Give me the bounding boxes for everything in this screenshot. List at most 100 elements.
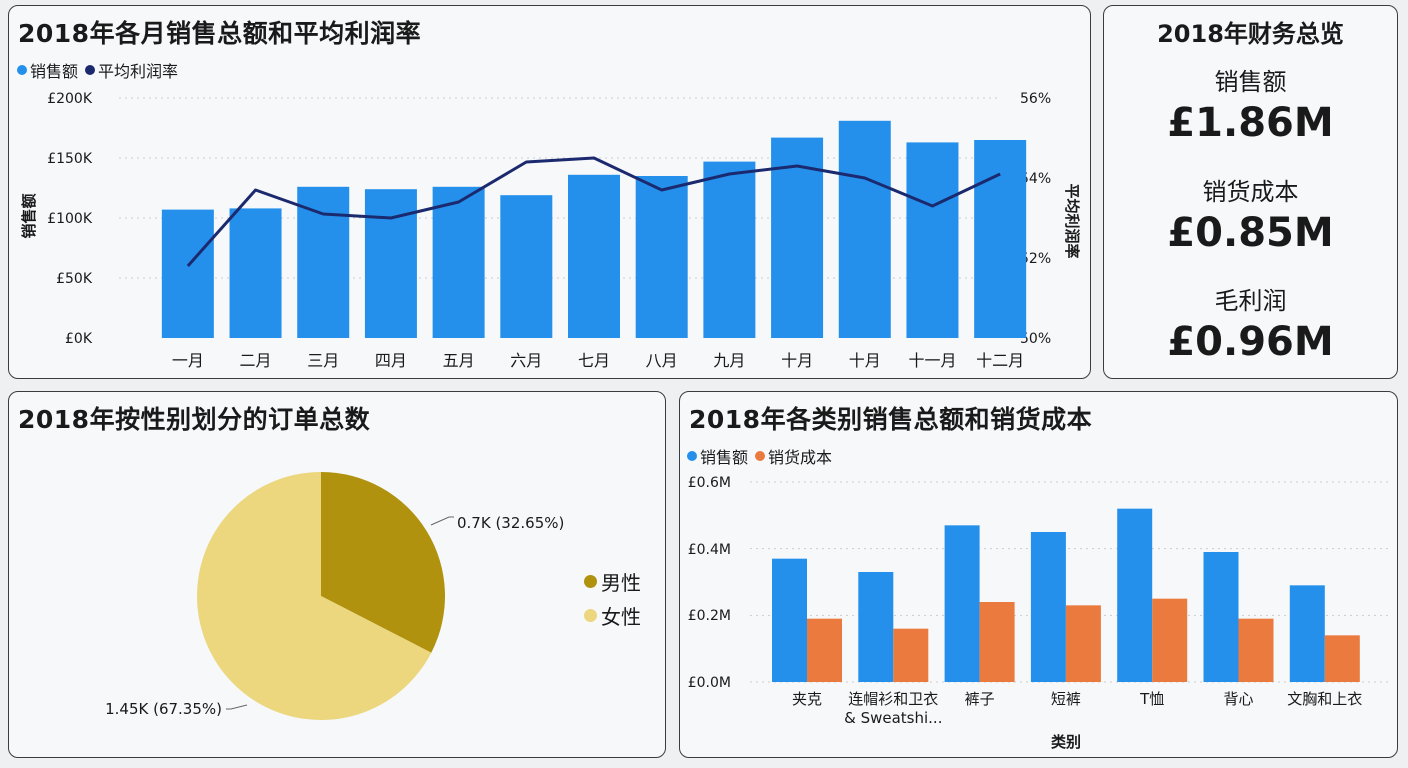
bar-sales (703, 161, 756, 338)
panel-title: 2018年各月销售总额和平均利润率 (18, 19, 422, 48)
x-axis-label: 类别 (1051, 733, 1081, 751)
bar-sales (432, 186, 485, 338)
bar-sales (838, 120, 891, 338)
kpi-label-sales: 销售额 (1214, 68, 1287, 96)
legend-dot-icon (17, 65, 27, 75)
legend-item-margin[interactable]: 平均利润率 (85, 58, 178, 82)
bar-cogs (893, 628, 929, 682)
x-tick-label: 九月 (713, 351, 745, 370)
x-tick-label: 四月 (375, 351, 407, 370)
bar-sales (161, 209, 214, 338)
bar-sales (1203, 552, 1239, 682)
panel-title: 2018年按性别划分的订单总数 (18, 405, 371, 434)
x-tick-label: 八月 (646, 351, 678, 370)
pie-leader-line (430, 516, 454, 526)
x-tick-label: 七月 (578, 351, 610, 370)
category-chart-svg: £0.6M £0.4M £0.2M £0.0M 夹克 连帽衫和卫衣& Sweats… (688, 475, 1390, 751)
bar-cogs (1152, 598, 1188, 682)
legend-dot-icon (584, 574, 597, 588)
category-sales-panel: 2018年各类别销售总额和销货成本 销售额 销货成本 £0.6M £0.4M £… (679, 391, 1398, 758)
y-tick-label: £0.4M (688, 542, 731, 558)
pie-data-label: 1.45K (67.35%) (105, 700, 222, 718)
kpi-label-cogs: 销货成本 (1202, 178, 1299, 206)
legend-dot-icon (687, 451, 697, 461)
bar-sales (1030, 532, 1066, 682)
legend-item-male[interactable]: 男性 (584, 564, 641, 598)
bar-sales (1117, 508, 1153, 682)
x-tick-label: 裤子 (965, 690, 995, 708)
bar-cogs (1065, 605, 1101, 682)
bar-sales (772, 558, 807, 682)
monthly-chart-svg: £200K £150K £100K £50K £0K 56% 54% 52% 5… (20, 91, 1081, 370)
bar-sales (635, 176, 688, 338)
bar-sales (974, 140, 1027, 338)
gender-orders-panel: 2018年按性别划分的订单总数 0.7K (32.65%) 1.45K (67.… (8, 391, 666, 758)
pie-data-label: 0.7K (32.65%) (457, 514, 564, 532)
x-tick-label: 六月 (510, 351, 542, 370)
x-tick-label: 一月 (172, 351, 204, 370)
x-tick-label: 文胸和上衣 (1287, 690, 1362, 708)
financial-summary-panel: 2018年财务总览 销售额 £1.86M 销货成本 £0.85M 毛利润 £0.… (1103, 5, 1398, 379)
x-tick-label: T恤 (1139, 690, 1164, 708)
left-tick-label: £50K (56, 271, 93, 287)
kpi-label-gross-profit: 毛利润 (1214, 287, 1287, 315)
y-axis-label-left: 销售额 (20, 193, 38, 238)
x-tick-label: 二月 (240, 351, 272, 370)
left-tick-label: £100K (47, 211, 93, 227)
bar-sales (297, 186, 350, 338)
left-tick-label: £0K (65, 331, 93, 347)
bar-cogs (1238, 618, 1274, 682)
right-tick-label: 52% (1020, 251, 1051, 267)
chart-legend: 销售额 平均利润率 (17, 58, 185, 82)
panel-title: 2018年各类别销售总额和销货成本 (689, 405, 1093, 434)
panel-title: 2018年财务总览 (1157, 20, 1344, 48)
pie-leader-line (226, 704, 248, 710)
x-tick-label: 夹克 (792, 690, 822, 708)
x-tick-label: 连帽衫和卫衣 (848, 690, 938, 708)
kpi-value-gross-profit: £0.96M (1167, 319, 1334, 365)
bar-sales (1289, 585, 1325, 682)
bar-sales (229, 208, 282, 338)
bar-sales (771, 137, 824, 338)
x-tick-label: 三月 (307, 351, 339, 370)
bar-cogs (807, 618, 842, 682)
x-tick-label: 十月 (781, 351, 813, 370)
kpi-value-cogs: £0.85M (1167, 210, 1334, 256)
y-tick-label: £0.0M (688, 675, 731, 691)
right-tick-label: 54% (1020, 171, 1051, 187)
legend-item-female[interactable]: 女性 (584, 598, 641, 632)
bar-sales (500, 195, 553, 338)
legend-dot-icon (755, 451, 766, 461)
left-tick-label: £150K (47, 151, 93, 167)
x-tick-label: 五月 (443, 351, 475, 370)
x-tick-label: 十一月 (908, 351, 956, 370)
pie-slice-female (196, 472, 432, 720)
y-axis-label-right: 平均利润率 (1063, 183, 1081, 258)
monthly-sales-panel: 2018年各月销售总额和平均利润率 销售额 平均利润率 £200K £150K … (8, 5, 1091, 379)
bar-cogs (1324, 635, 1360, 682)
left-tick-label: £200K (47, 91, 93, 107)
bar-cogs (979, 602, 1015, 682)
right-tick-label: 50% (1020, 331, 1051, 347)
x-tick-label: 十二月 (976, 351, 1024, 370)
y-tick-label: £0.2M (688, 608, 731, 624)
x-tick-label: & Sweatshi... (844, 709, 942, 727)
pie-slice-male (321, 472, 445, 653)
x-tick-label: 十月 (849, 351, 881, 370)
x-tick-label: 短裤 (1051, 690, 1081, 708)
bar-sales (906, 142, 959, 338)
bar-sales (944, 525, 980, 682)
legend-dot-icon (85, 65, 96, 75)
right-tick-label: 56% (1020, 91, 1051, 107)
chart-legend: 销售额 销货成本 (687, 444, 839, 468)
line-avg-margin (186, 156, 1001, 267)
y-tick-label: £0.6M (688, 475, 731, 491)
gender-pie-svg: 0.7K (32.65%) 1.45K (67.35%) (105, 472, 564, 720)
x-tick-label: 背心 (1223, 690, 1253, 708)
pie-legend: 男性 女性 (584, 564, 641, 632)
legend-item-sales[interactable]: 销售额 (17, 58, 78, 82)
bar-sales (568, 174, 620, 338)
legend-item-sales[interactable]: 销售额 (687, 444, 748, 468)
bar-sales (364, 189, 417, 338)
legend-item-cogs[interactable]: 销货成本 (755, 444, 832, 468)
